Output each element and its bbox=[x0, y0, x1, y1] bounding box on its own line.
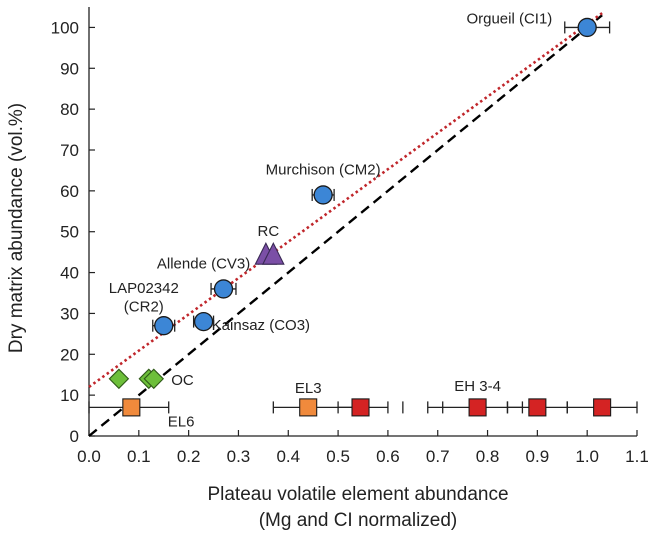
data-point-circle bbox=[155, 317, 173, 335]
annotation-label: EH 3-4 bbox=[454, 378, 501, 395]
data-point-square bbox=[352, 399, 369, 416]
data-point-circle bbox=[314, 186, 332, 204]
one-to-one-line bbox=[89, 15, 602, 436]
annotation-label: LAP02342 bbox=[109, 280, 179, 297]
annotation-label: Murchison (CM2) bbox=[266, 162, 381, 179]
annotation-label: OC bbox=[171, 372, 194, 389]
annotation-label: Orgueil (CI1) bbox=[466, 10, 552, 27]
data-point-square bbox=[594, 399, 611, 416]
x-tick-label: 0.5 bbox=[326, 447, 350, 466]
y-tick-label: 100 bbox=[51, 18, 79, 37]
y-axis-title: Dry matrix abundance (vol.%) bbox=[6, 103, 27, 353]
data-point-diamond bbox=[109, 369, 128, 388]
y-axis-ticks: 0 10 20 30 40 50 60 70 80 90 100 bbox=[51, 18, 95, 446]
reference-lines bbox=[89, 13, 602, 436]
annotation-label: EL3 bbox=[295, 380, 322, 397]
data-point-square bbox=[300, 399, 317, 416]
data-point-square bbox=[123, 399, 140, 416]
y-tick-label: 70 bbox=[60, 141, 79, 160]
x-tick-label: 0.7 bbox=[426, 447, 450, 466]
y-tick-label: 10 bbox=[60, 386, 79, 405]
x-tick-label: 0.3 bbox=[227, 447, 251, 466]
data-point-circle bbox=[578, 18, 596, 36]
data-point-square bbox=[529, 399, 546, 416]
scatter-chart: 0.0 0.1 0.2 0.3 0.4 0.5 0.6 0.7 0.8 0.9 1.0 1.1 0 10… bbox=[0, 0, 653, 533]
y-tick-label: 50 bbox=[60, 223, 79, 242]
data-point-square bbox=[469, 399, 486, 416]
annotation-label: EL6 bbox=[168, 414, 195, 431]
x-tick-label: 0.4 bbox=[276, 447, 300, 466]
y-tick-label: 0 bbox=[70, 427, 79, 446]
annotations: Orgueil (CI1) Murchison (CM2) RC Allende (C… bbox=[109, 10, 553, 430]
x-tick-label: 0.2 bbox=[177, 447, 201, 466]
data-point-circle bbox=[195, 313, 213, 331]
x-axis-title-line-2: (Mg and CI normalized) bbox=[259, 510, 458, 531]
data-markers bbox=[89, 18, 637, 415]
y-tick-label: 30 bbox=[60, 304, 79, 323]
annotation-label: Allende (CV3) bbox=[157, 255, 250, 272]
y-tick-label: 60 bbox=[60, 182, 79, 201]
x-tick-label: 0.8 bbox=[476, 447, 500, 466]
x-tick-label: 0.1 bbox=[127, 447, 151, 466]
annotation-label: (CR2) bbox=[124, 298, 164, 315]
y-tick-label: 40 bbox=[60, 264, 79, 283]
y-tick-label: 90 bbox=[60, 59, 79, 78]
y-tick-label: 20 bbox=[60, 345, 79, 364]
x-tick-label: 0.0 bbox=[77, 447, 101, 466]
x-axis-title-line-1: Plateau volatile element abundance bbox=[207, 484, 508, 505]
annotation-label: RC bbox=[258, 223, 280, 240]
x-tick-label: 0.6 bbox=[376, 447, 400, 466]
y-tick-label: 80 bbox=[60, 100, 79, 119]
x-tick-label: 0.9 bbox=[526, 447, 550, 466]
x-tick-label: 1.1 bbox=[625, 447, 649, 466]
data-point-circle bbox=[215, 280, 233, 298]
annotation-label: Kainsaz (CO3) bbox=[212, 317, 310, 334]
x-tick-label: 1.0 bbox=[575, 447, 599, 466]
